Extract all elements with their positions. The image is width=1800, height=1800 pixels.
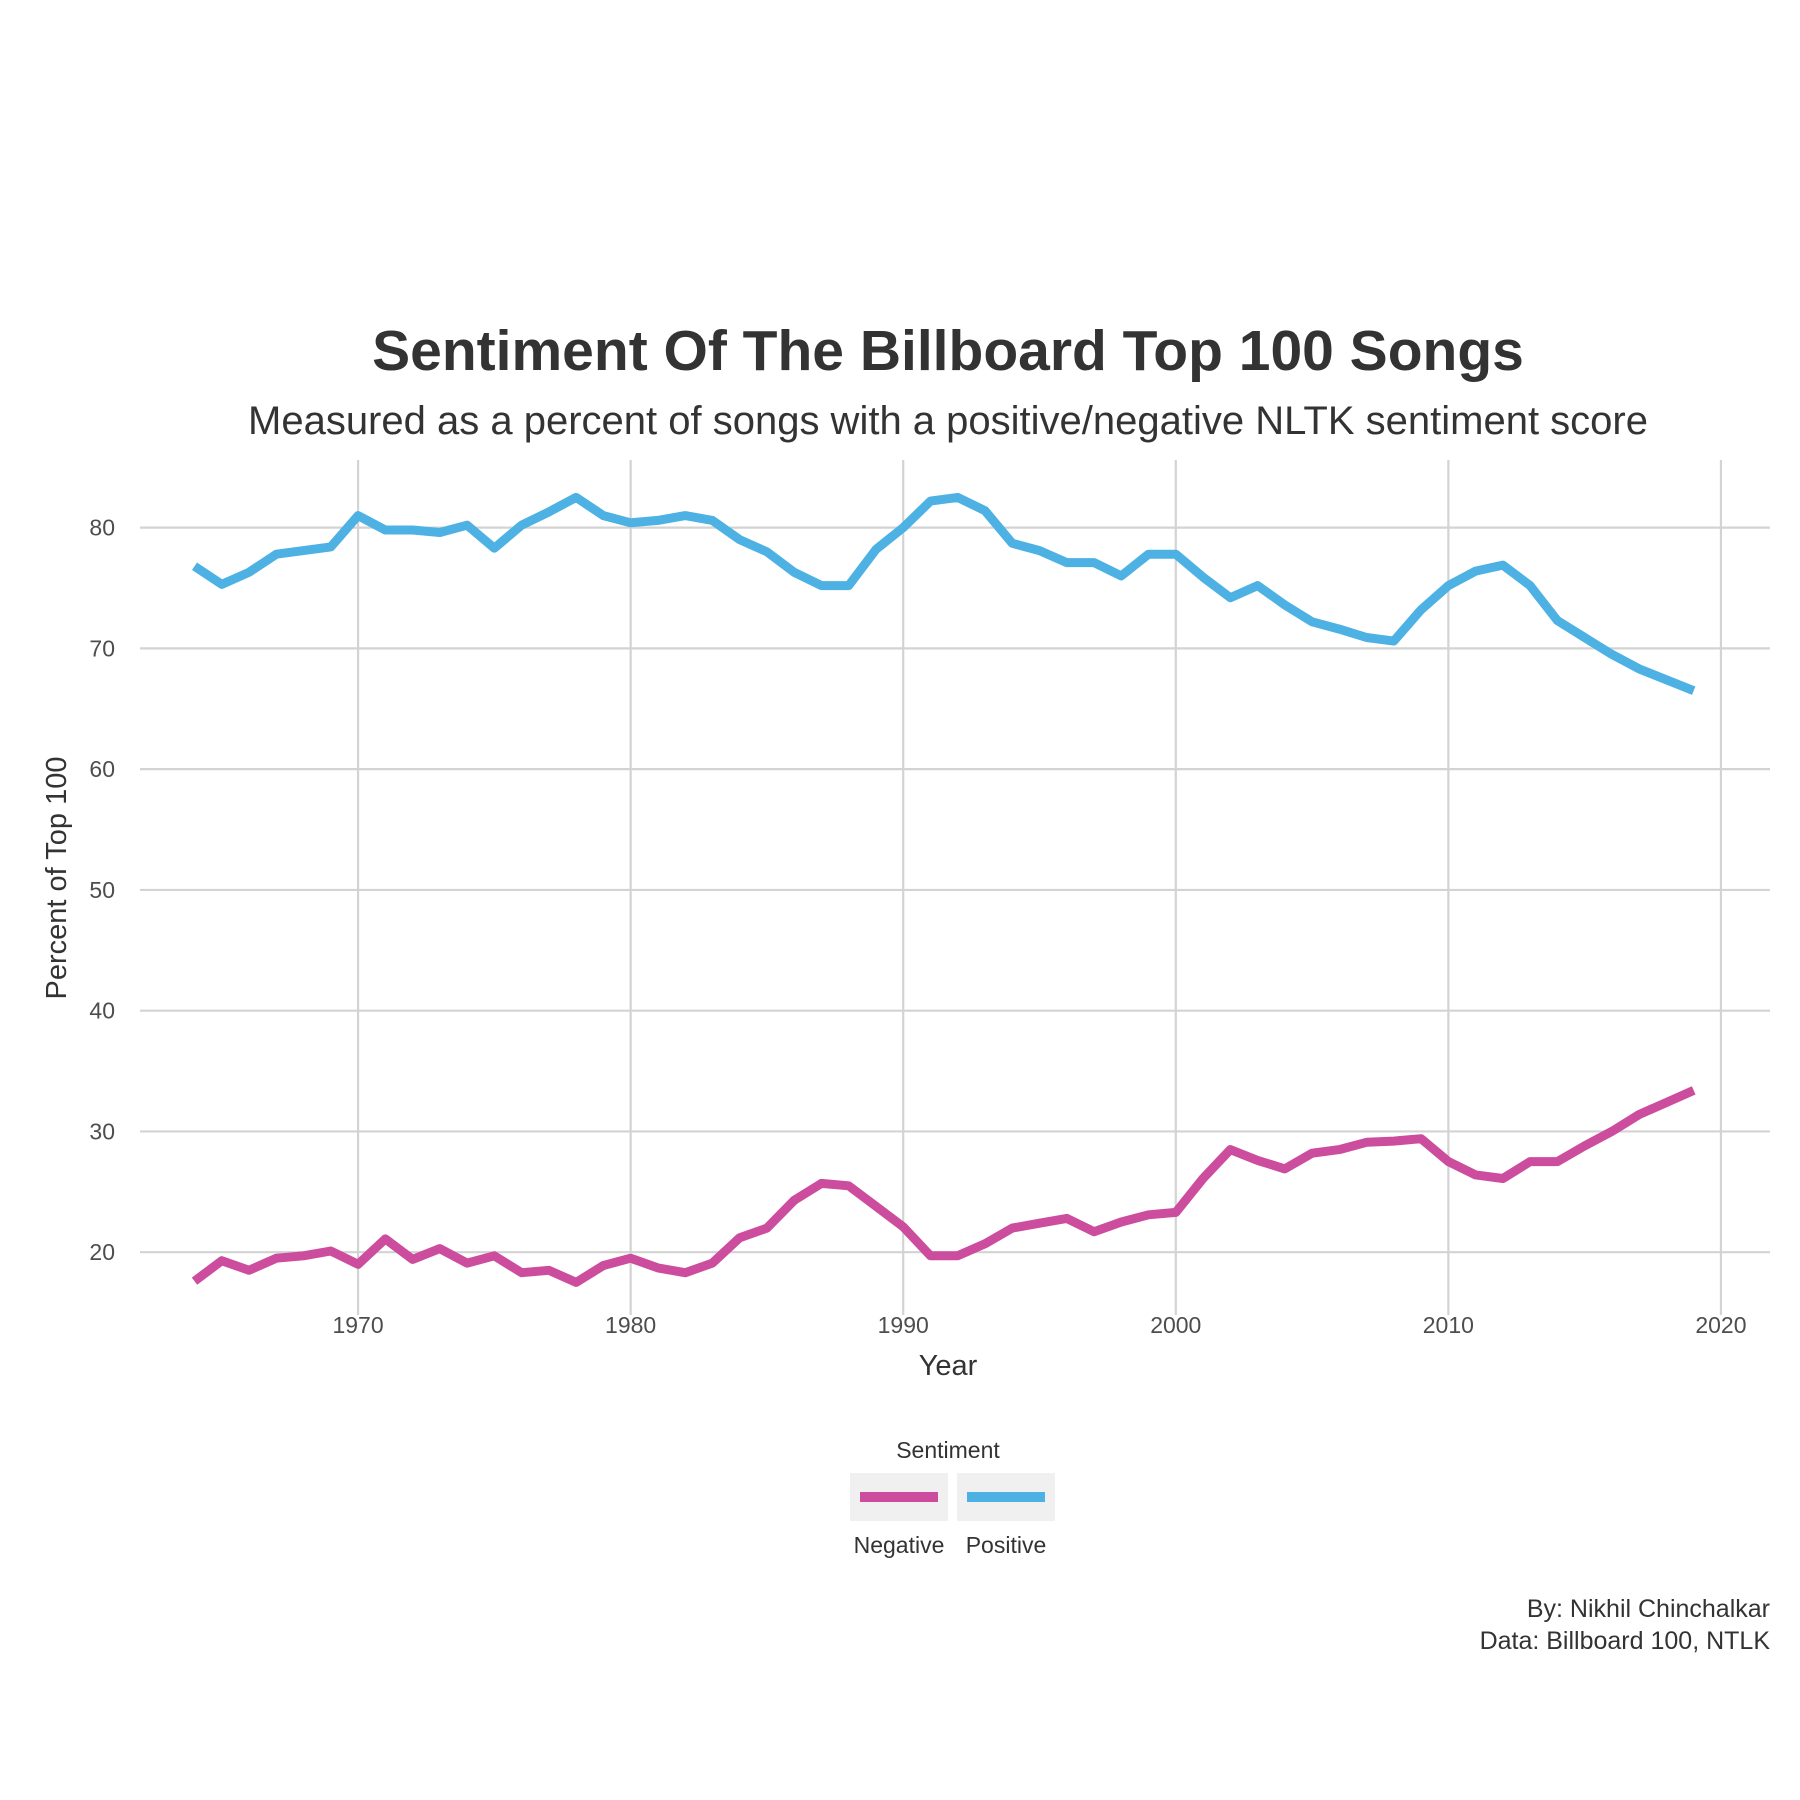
y-tick-label: 30	[89, 1118, 115, 1144]
x-tick-label: 2010	[1423, 1312, 1474, 1338]
x-tick-label: 2000	[1150, 1312, 1201, 1338]
grid	[140, 460, 1770, 1315]
x-axis-tick-labels: 1970 1980 1990 2000 2010 2020	[332, 1312, 1746, 1338]
y-axis-tick-labels: 20 30 40 50 60 70 80	[89, 515, 115, 1266]
x-tick-label: 1980	[605, 1312, 656, 1338]
series-line-positive	[192, 492, 1696, 695]
caption-source: Data: Billboard 100, NTLK	[1480, 1627, 1771, 1655]
legend-label-positive: Positive	[966, 1532, 1047, 1558]
legend-title: Sentiment	[896, 1437, 1000, 1463]
legend: Sentiment Negative Positive	[850, 1437, 1055, 1558]
x-tick-label: 1990	[878, 1312, 929, 1338]
y-tick-label: 70	[89, 635, 115, 661]
y-tick-label: 20	[89, 1239, 115, 1265]
series-line-negative	[191, 1086, 1696, 1287]
y-tick-label: 80	[89, 515, 115, 541]
x-axis-title: Year	[919, 1350, 978, 1382]
x-tick-label: 1970	[332, 1312, 383, 1338]
chart-title: Sentiment Of The Billboard Top 100 Songs	[372, 319, 1524, 383]
y-tick-label: 60	[89, 756, 115, 782]
y-tick-label: 40	[89, 998, 115, 1024]
x-tick-label: 2020	[1695, 1312, 1746, 1338]
legend-label-negative: Negative	[854, 1532, 945, 1558]
y-tick-label: 50	[89, 877, 115, 903]
y-axis-title: Percent of Top 100	[41, 757, 73, 1000]
chart-subtitle: Measured as a percent of songs with a po…	[248, 399, 1648, 443]
series-lines	[191, 492, 1696, 1287]
caption-author: By: Nikhil Chinchalkar	[1527, 1595, 1770, 1623]
